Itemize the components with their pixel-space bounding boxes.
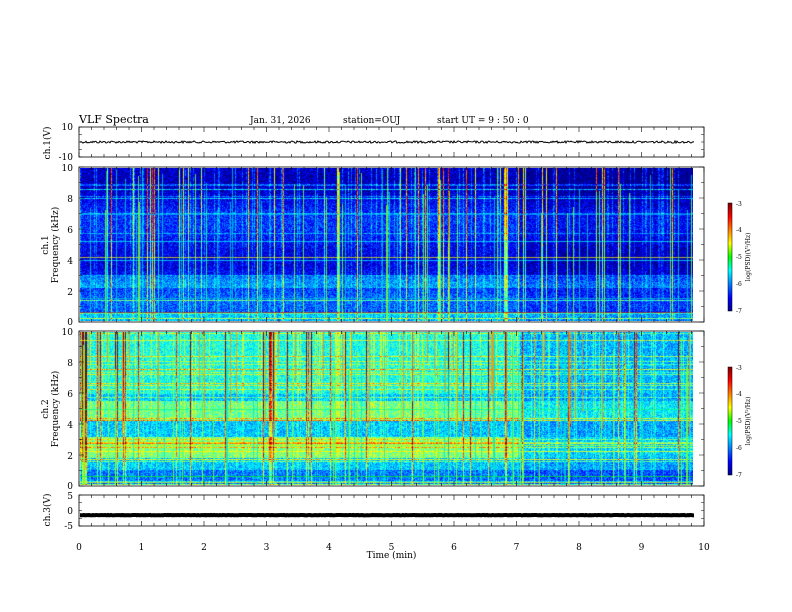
xtick-label-3: 3 [264, 543, 270, 553]
x-axis-label: Time (min) [367, 550, 417, 561]
spec1-ylabel-frequency: Frequency (kHz) [50, 207, 61, 284]
colorbar-2-gradient [727, 366, 733, 476]
xtick-label-0: 0 [76, 543, 82, 553]
ch3-ytick-minus5: -5 [64, 522, 73, 532]
tick-marks [78, 126, 705, 527]
figure-title: VLF Spectra [78, 113, 149, 126]
xtick-label-10: 10 [698, 543, 710, 553]
xtick-label-9: 9 [639, 543, 645, 553]
spec2-ylabel-frequency: Frequency (kHz) [50, 371, 61, 448]
date-label: Jan. 31, 2026 [249, 116, 311, 126]
xtick-label-6: 6 [451, 543, 457, 553]
xtick-label-7: 7 [514, 543, 520, 553]
cb1-label: log(PSD)(V²/Hz) [745, 233, 752, 282]
station-label: station=OUJ [343, 116, 401, 126]
spec1-ylabel-channel: ch.1 [41, 235, 51, 254]
ch1-waveform-trace [79, 139, 695, 145]
ch1-ytick-minus10: -10 [59, 153, 74, 163]
cb2-tick-m7: -7 [736, 472, 742, 479]
cb1-tick-m4: -4 [736, 227, 742, 234]
ch3-waveform-panel: 5 0 -5 ch.3(V) [42, 492, 705, 532]
cb2-tick-m4: -4 [736, 391, 742, 398]
xtick-label-4: 4 [326, 543, 332, 553]
spec1-ytick-6: 6 [67, 226, 73, 236]
cb1-tick-m7: -7 [736, 308, 742, 315]
colorbar-1-gradient [727, 202, 733, 312]
ch1-spectrogram-panel: 10 8 6 4 2 0 ch.1 Frequency (kHz) [41, 164, 705, 328]
ch3-ytick-5: 5 [67, 492, 73, 502]
spec2-ytick-6: 6 [67, 390, 73, 400]
spec1-ytick-10: 10 [62, 164, 74, 174]
ch3-waveform-ylabel: ch.3(V) [42, 494, 53, 527]
cb2-tick-m3: -3 [736, 365, 742, 372]
spec1-ytick-8: 8 [67, 195, 73, 205]
spec2-ytick-8: 8 [67, 359, 73, 369]
spec1-ytick-2: 2 [67, 288, 73, 298]
spec2-ytick-2: 2 [67, 452, 73, 462]
ch2-spectrogram-image [80, 332, 693, 485]
start-time-label: start UT = 9 : 50 : 0 [437, 116, 529, 126]
cb2-tick-m5: -5 [736, 418, 742, 425]
spec1-ytick-4: 4 [67, 257, 73, 267]
x-axis: 0 1 2 3 4 5 6 7 8 9 10 Time (min) [76, 543, 710, 561]
colorbar-1: -3 -4 -5 -6 -7 log(PSD)(V²/Hz) [727, 201, 752, 315]
ch3-ytick-0: 0 [67, 507, 73, 517]
ch2-spectrogram-panel: 10 8 6 4 2 0 ch.2 Frequency (kHz) [41, 328, 705, 492]
spec2-ytick-4: 4 [67, 421, 73, 431]
spec2-ytick-0: 0 [67, 482, 73, 492]
cb1-tick-m5: -5 [736, 254, 742, 261]
xtick-label-5: 5 [389, 543, 395, 553]
cb1-tick-m6: -6 [736, 281, 742, 288]
xtick-label-2: 2 [201, 543, 207, 553]
spec2-ytick-10: 10 [62, 328, 74, 338]
cb2-tick-m6: -6 [736, 445, 742, 452]
axis-ticks [78, 126, 705, 527]
ch1-spectrogram-image [80, 168, 693, 321]
ch1-ytick-10: 10 [62, 123, 74, 133]
spec1-ytick-0: 0 [67, 318, 73, 328]
ch1-waveform-ylabel: ch.1(V) [42, 127, 53, 160]
cb1-tick-m3: -3 [736, 201, 742, 208]
xtick-label-8: 8 [576, 543, 582, 553]
cb2-label: log(PSD)(V²/Hz) [745, 397, 752, 446]
spec2-ylabel-channel: ch.2 [41, 399, 51, 418]
xtick-label-1: 1 [139, 543, 145, 553]
colorbar-2: -3 -4 -5 -6 -7 log(PSD)(V²/Hz) [727, 365, 752, 479]
